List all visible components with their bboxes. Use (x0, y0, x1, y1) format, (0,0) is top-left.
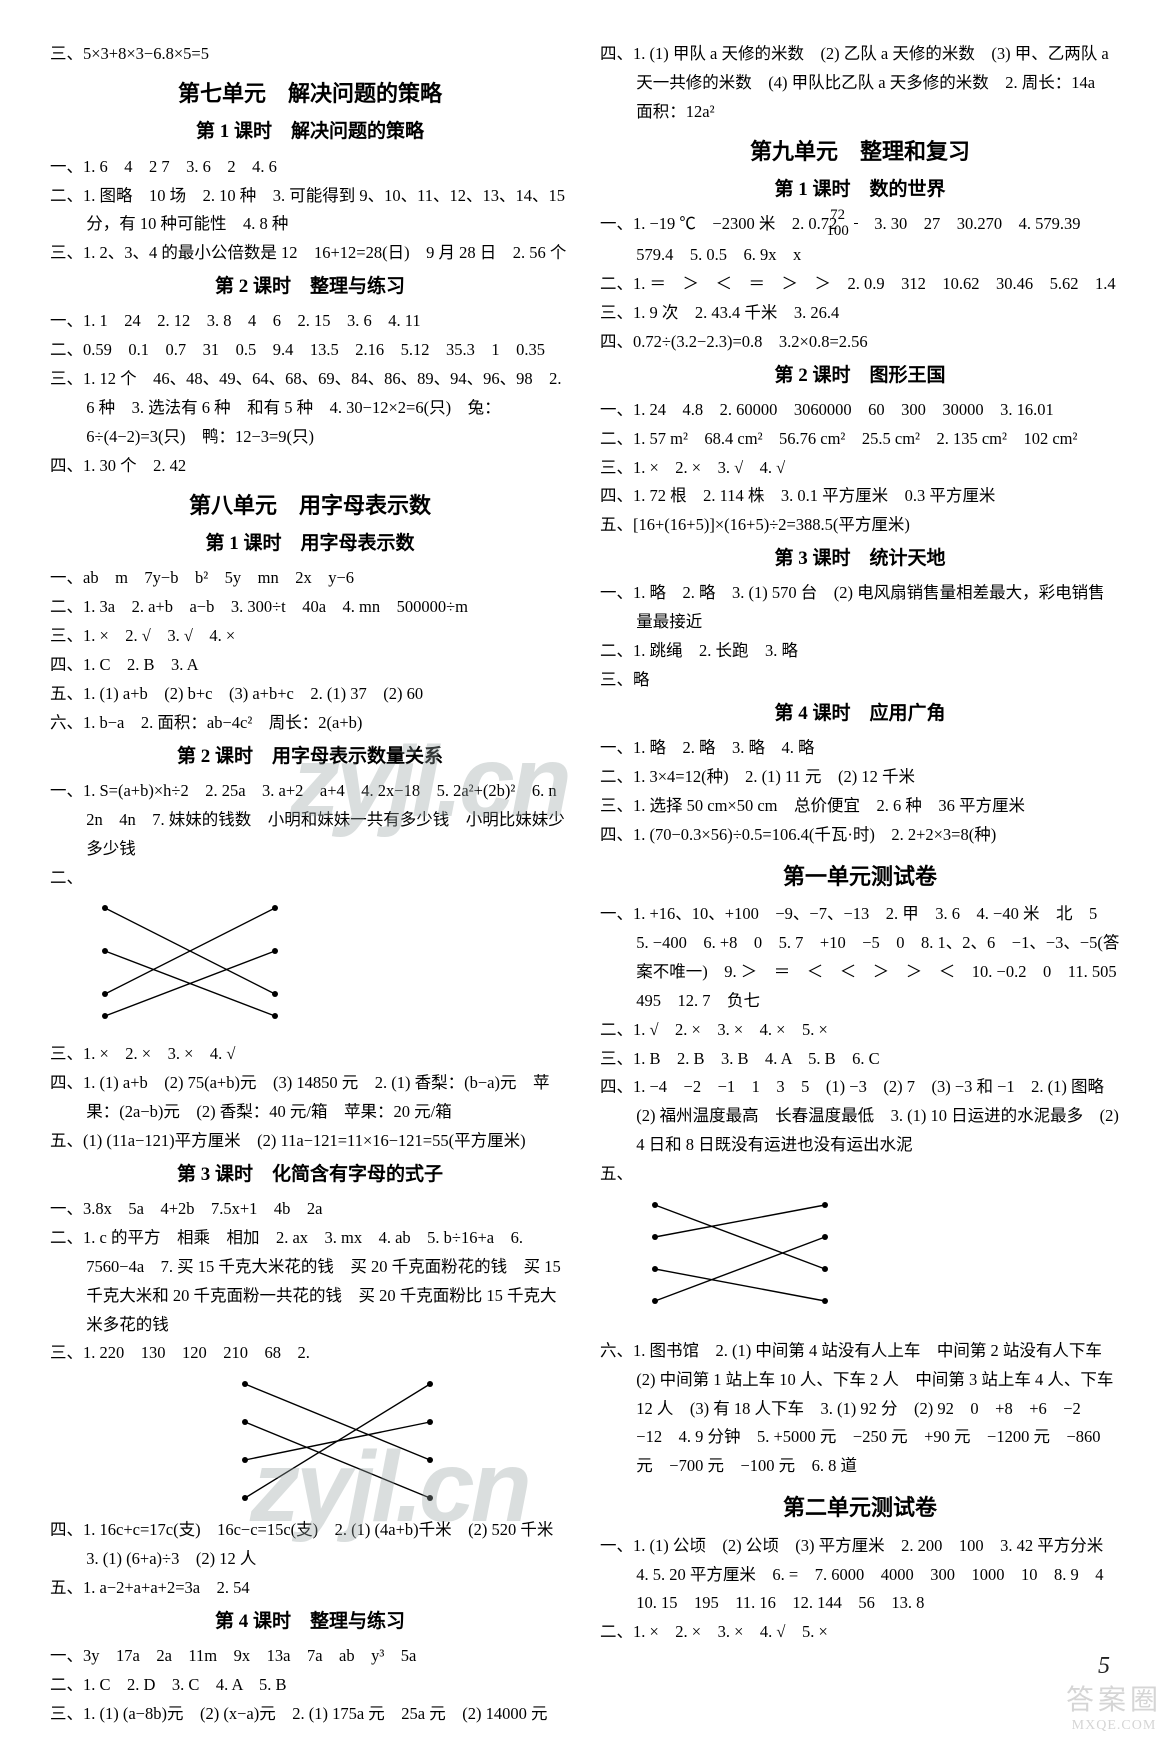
lesson-title: 第 1 课时 数的世界 (600, 173, 1120, 206)
text-line: 六、1. b−a 2. 面积：ab−4c² 周长：2(a+b) (50, 709, 570, 738)
text-line: 三、1. 选择 50 cm×50 cm 总价便宜 2. 6 种 36 平方厘米 (600, 792, 1120, 821)
text-line: 二、1. 3a 2. a+b a−b 3. 300÷t 40a 4. mn 50… (50, 593, 570, 622)
text-line: 三、略 (600, 666, 1120, 695)
text-line: 二、1. 图略 10 场 2. 10 种 3. 可能得到 9、10、11、12、… (50, 182, 570, 240)
lesson-title: 第 4 课时 整理与练习 (50, 1605, 570, 1638)
test-title: 第二单元测试卷 (600, 1489, 1120, 1528)
text: 一、1. −19 ℃ −2300 米 2. 0.72 (600, 215, 854, 234)
text-line: 四、1. C 2. B 3. A (50, 651, 570, 680)
text-line: 一、1. +16、10、+100 −9、−7、−13 2. 甲 3. 6 4. … (600, 900, 1120, 1016)
matching-diagram (90, 896, 290, 1026)
text-line: 三、1. × 2. √ 3. √ 4. × (50, 622, 570, 651)
text-line: 三、1. × 2. × 3. × 4. √ (50, 1040, 570, 1069)
text-line: 一、1. 略 2. 略 3. 略 4. 略 (600, 734, 1120, 763)
text-line: 三、1. B 2. B 3. B 4. A 5. B 6. C (600, 1045, 1120, 1074)
lesson-title: 第 1 课时 解决问题的策略 (50, 115, 570, 148)
text-line: 二、1. 57 m² 68.4 cm² 56.76 cm² 25.5 cm² 2… (600, 425, 1120, 454)
page-number: 5 (1098, 1653, 1110, 1680)
text-line: 四、1. 16c+c=17c(支) 16c−c=15c(支) 2. (1) (4… (50, 1516, 570, 1574)
text-line: 一、1. 6 4 2 7 3. 6 2 4. 6 (50, 153, 570, 182)
corner-logo: 答案圈 MXQE.COM (1066, 1678, 1162, 1734)
lesson-title: 第 2 课时 用字母表示数量关系 (50, 740, 570, 773)
text-line: 一、1. S=(a+b)×h÷2 2. 25a 3. a+2 a+4 4. 2x… (50, 777, 570, 864)
lesson-title: 第 2 课时 整理与练习 (50, 270, 570, 303)
lesson-title: 第 2 课时 图形王国 (600, 359, 1120, 392)
text-line: 四、1. 30 个 2. 42 (50, 452, 570, 481)
text-line: 四、1. (1) 甲队 a 天修的米数 (2) 乙队 a 天修的米数 (3) 甲… (600, 40, 1120, 127)
text-line: 二、1. √ 2. × 3. × 4. × 5. × (600, 1016, 1120, 1045)
text-line: 五、 (600, 1160, 1120, 1189)
corner-text: 答案圈 (1066, 1678, 1162, 1718)
text-line: 二、1. 3×4=12(种) 2. (1) 11 元 (2) 12 千米 (600, 763, 1120, 792)
text-line: 二、1. 跳绳 2. 长跑 3. 略 (600, 637, 1120, 666)
unit-title: 第九单元 整理和复习 (600, 133, 1120, 172)
text-line: 五、(1) (11a−121)平方厘米 (2) 11a−121=11×16−12… (50, 1127, 570, 1156)
page: zyjl.cn zyjl.cn 三、5×3+8×3−6.8×5=5 第七单元 解… (0, 0, 1170, 1740)
unit-title: 第七单元 解决问题的策略 (50, 75, 570, 114)
text-line: 一、1. −19 ℃ −2300 米 2. 0.72 72100 3. 30 2… (600, 210, 1120, 270)
text-line: 二、1. C 2. D 3. C 4. A 5. B (50, 1671, 570, 1700)
text-line: 四、1. (70−0.3×56)÷0.5=106.4(千瓦·时) 2. 2+2×… (600, 821, 1120, 850)
text-line: 一、3.8x 5a 4+2b 7.5x+1 4b 2a (50, 1195, 570, 1224)
lesson-title: 第 4 课时 应用广角 (600, 697, 1120, 730)
matching-diagram (640, 1193, 840, 1323)
text-line: 三、1. 2、3、4 的最小公倍数是 12 16+12=28(日) 9 月 28… (50, 239, 570, 268)
text-line: 三、1. (1) (a−8b)元 (2) (x−a)元 2. (1) 175a … (50, 1700, 570, 1729)
text-line: 一、1. 24 4.8 2. 60000 3060000 60 300 3000… (600, 396, 1120, 425)
text-line: 一、1. 1 24 2. 12 3. 8 4 6 2. 15 3. 6 4. 1… (50, 307, 570, 336)
text-line: 五、1. a−2+a+a+2=3a 2. 54 (50, 1574, 570, 1603)
matching-diagram (230, 1372, 450, 1502)
text-line: 四、1. (1) a+b (2) 75(a+b)元 (3) 14850 元 2.… (50, 1069, 570, 1127)
two-column-layout: 三、5×3+8×3−6.8×5=5 第七单元 解决问题的策略 第 1 课时 解决… (50, 40, 1120, 1680)
lesson-title: 第 1 课时 用字母表示数 (50, 527, 570, 560)
text-line: 二、 (50, 864, 570, 893)
left-column: 三、5×3+8×3−6.8×5=5 第七单元 解决问题的策略 第 1 课时 解决… (50, 40, 570, 1680)
test-title: 第一单元测试卷 (600, 858, 1120, 897)
text-line: 三、1. 12 个 46、48、49、64、68、69、84、86、89、94、… (50, 365, 570, 452)
text-line: 五、[16+(16+5)]×(16+5)÷2=388.5(平方厘米) (600, 511, 1120, 540)
lesson-title: 第 3 课时 化简含有字母的式子 (50, 1158, 570, 1191)
fraction: 72100 (854, 208, 858, 239)
text-line: 四、1. −4 −2 −1 1 3 5 (1) −3 (2) 7 (3) −3 … (600, 1073, 1120, 1160)
text-line: 一、1. 略 2. 略 3. (1) 570 台 (2) 电风扇销售量相差最大，… (600, 579, 1120, 637)
right-column: 四、1. (1) 甲队 a 天修的米数 (2) 乙队 a 天修的米数 (3) 甲… (600, 40, 1120, 1680)
text-line: 五、1. (1) a+b (2) b+c (3) a+b+c 2. (1) 37… (50, 680, 570, 709)
lesson-title: 第 3 课时 统计天地 (600, 542, 1120, 575)
text-line: 二、1. ＝ ＞ ＜ ＝ ＞ ＞ 2. 0.9 312 10.62 30.46 … (600, 270, 1120, 299)
text-line: 一、1. (1) 公顷 (2) 公顷 (3) 平方厘米 2. 200 100 3… (600, 1532, 1120, 1619)
text-line: 二、0.59 0.1 0.7 31 0.5 9.4 13.5 2.16 5.12… (50, 336, 570, 365)
text-line: 三、1. 9 次 2. 43.4 千米 3. 26.4 (600, 299, 1120, 328)
text-line: 二、1. c 的平方 相乘 相加 2. ax 3. mx 4. ab 5. b÷… (50, 1224, 570, 1340)
text-line: 六、1. 图书馆 2. (1) 中间第 4 站没有人上车 中间第 2 站没有人下… (600, 1337, 1120, 1481)
corner-text: MXQE.COM (1066, 1718, 1162, 1734)
text-line: 一、ab m 7y−b b² 5y mn 2x y−6 (50, 564, 570, 593)
unit-title: 第八单元 用字母表示数 (50, 487, 570, 526)
text-line: 一、3y 17a 2a 11m 9x 13a 7a ab y³ 5a (50, 1642, 570, 1671)
text-line: 三、1. 220 130 120 210 68 2. (50, 1339, 570, 1368)
text-line: 三、5×3+8×3−6.8×5=5 (50, 40, 570, 69)
text-line: 四、1. 72 根 2. 114 株 3. 0.1 平方厘米 0.3 平方厘米 (600, 482, 1120, 511)
text-line: 二、1. × 2. × 3. × 4. √ 5. × (600, 1618, 1120, 1647)
text-line: 四、0.72÷(3.2−2.3)=0.8 3.2×0.8=2.56 (600, 328, 1120, 357)
text-line: 三、1. × 2. × 3. √ 4. √ (600, 454, 1120, 483)
